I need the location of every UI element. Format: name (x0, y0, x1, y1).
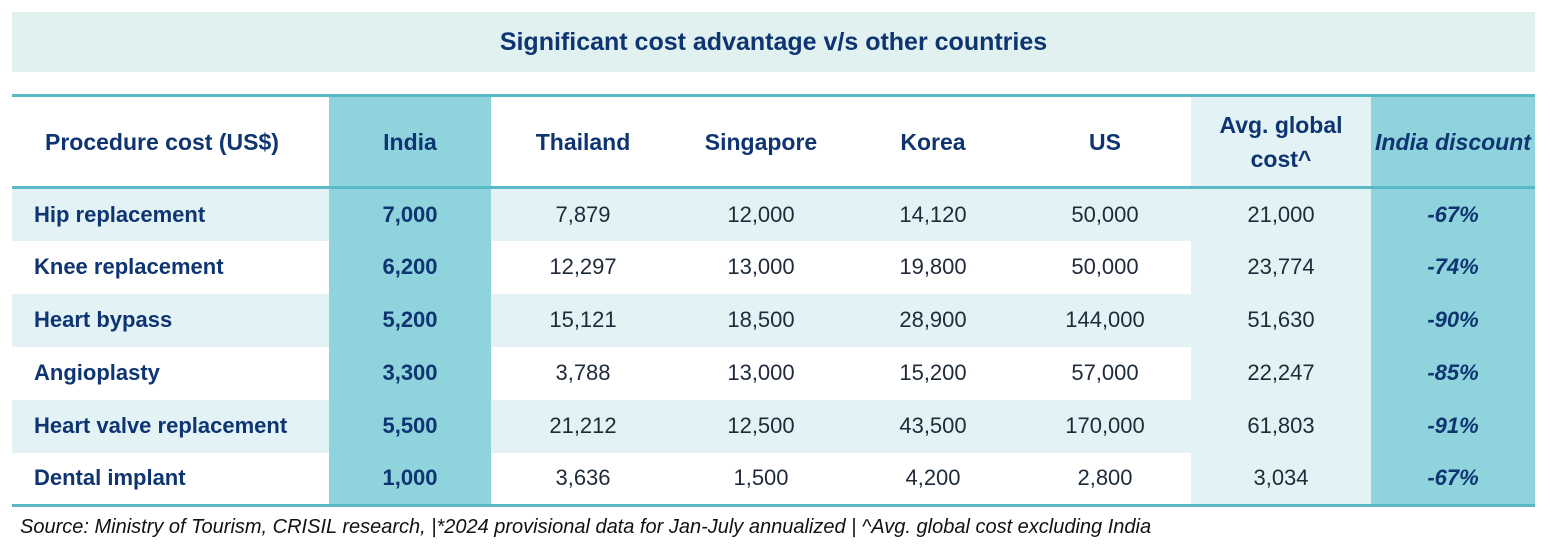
table-title: Significant cost advantage v/s other cou… (12, 12, 1535, 72)
cell-singapore: 1,500 (675, 452, 847, 506)
table-row: Heart valve replacement 5,500 21,212 12,500… (12, 399, 1535, 453)
cell-avg-global-cost: 21,000 (1191, 187, 1371, 241)
cell-us: 50,000 (1019, 187, 1191, 241)
column-header-avg-global-cost: Avg. global cost^ (1191, 95, 1371, 188)
cell-us: 144,000 (1019, 293, 1191, 347)
cell-procedure: Heart valve replacement (12, 399, 329, 453)
cell-korea: 14,120 (847, 187, 1019, 241)
cell-us: 57,000 (1019, 346, 1191, 400)
cell-singapore: 13,000 (675, 240, 847, 294)
column-header-thailand: Thailand (491, 95, 675, 188)
cell-avg-global-cost: 61,803 (1191, 399, 1371, 453)
cell-thailand: 3,788 (491, 346, 675, 400)
cell-india: 5,200 (329, 293, 491, 347)
cell-india-discount: -67% (1371, 452, 1535, 506)
cell-india-discount: -85% (1371, 346, 1535, 400)
table-row: Knee replacement 6,200 12,297 13,000 19,800 5… (12, 240, 1535, 294)
table-row: Dental implant 1,000 3,636 1,500 4,200 2,800 3… (12, 452, 1535, 506)
column-header-korea: Korea (847, 95, 1019, 188)
cell-thailand: 12,297 (491, 240, 675, 294)
cell-india: 7,000 (329, 187, 491, 241)
cell-singapore: 18,500 (675, 293, 847, 347)
cell-india-discount: -90% (1371, 293, 1535, 347)
column-header-india: India (329, 95, 491, 188)
cell-procedure: Heart bypass (12, 293, 329, 347)
cell-avg-global-cost: 22,247 (1191, 346, 1371, 400)
cell-singapore: 12,500 (675, 399, 847, 453)
cell-thailand: 15,121 (491, 293, 675, 347)
table-row: Hip replacement 7,000 7,879 12,000 14,120 50,… (12, 187, 1535, 241)
column-header-india-discount: India discount (1371, 95, 1535, 188)
source-footnote: Source: Ministry of Tourism, CRISIL rese… (20, 516, 1152, 538)
table-body: Hip replacement 7,000 7,879 12,000 14,120 50,… (12, 187, 1535, 506)
cell-us: 170,000 (1019, 399, 1191, 453)
cell-us: 50,000 (1019, 240, 1191, 294)
cell-korea: 4,200 (847, 452, 1019, 506)
cell-korea: 28,900 (847, 293, 1019, 347)
column-header-procedure: Procedure cost (US$) (12, 95, 329, 188)
cell-thailand: 3,636 (491, 452, 675, 506)
cell-india-discount: -91% (1371, 399, 1535, 453)
cell-avg-global-cost: 51,630 (1191, 293, 1371, 347)
cell-india: 6,200 (329, 240, 491, 294)
cell-thailand: 21,212 (491, 399, 675, 453)
cell-procedure: Hip replacement (12, 187, 329, 241)
cell-india: 3,300 (329, 346, 491, 400)
cell-procedure: Dental implant (12, 452, 329, 506)
cost-comparison-table: Procedure cost (US$) India Thailand Sing… (12, 94, 1535, 507)
table-row: Heart bypass 5,200 15,121 18,500 28,900 144,0… (12, 293, 1535, 347)
cell-singapore: 13,000 (675, 346, 847, 400)
cell-korea: 19,800 (847, 240, 1019, 294)
column-header-singapore: Singapore (675, 95, 847, 188)
cell-procedure: Knee replacement (12, 240, 329, 294)
cell-india: 5,500 (329, 399, 491, 453)
cell-singapore: 12,000 (675, 187, 847, 241)
cell-india-discount: -74% (1371, 240, 1535, 294)
cell-avg-global-cost: 23,774 (1191, 240, 1371, 294)
cell-india: 1,000 (329, 452, 491, 506)
header-row: Procedure cost (US$) India Thailand Sing… (12, 95, 1535, 188)
cell-procedure: Angioplasty (12, 346, 329, 400)
cell-india-discount: -67% (1371, 187, 1535, 241)
cell-us: 2,800 (1019, 452, 1191, 506)
cell-thailand: 7,879 (491, 187, 675, 241)
cell-avg-global-cost: 3,034 (1191, 452, 1371, 506)
column-header-us: US (1019, 95, 1191, 188)
cell-korea: 43,500 (847, 399, 1019, 453)
cell-korea: 15,200 (847, 346, 1019, 400)
table-row: Angioplasty 3,300 3,788 13,000 15,200 57,000 2… (12, 346, 1535, 400)
